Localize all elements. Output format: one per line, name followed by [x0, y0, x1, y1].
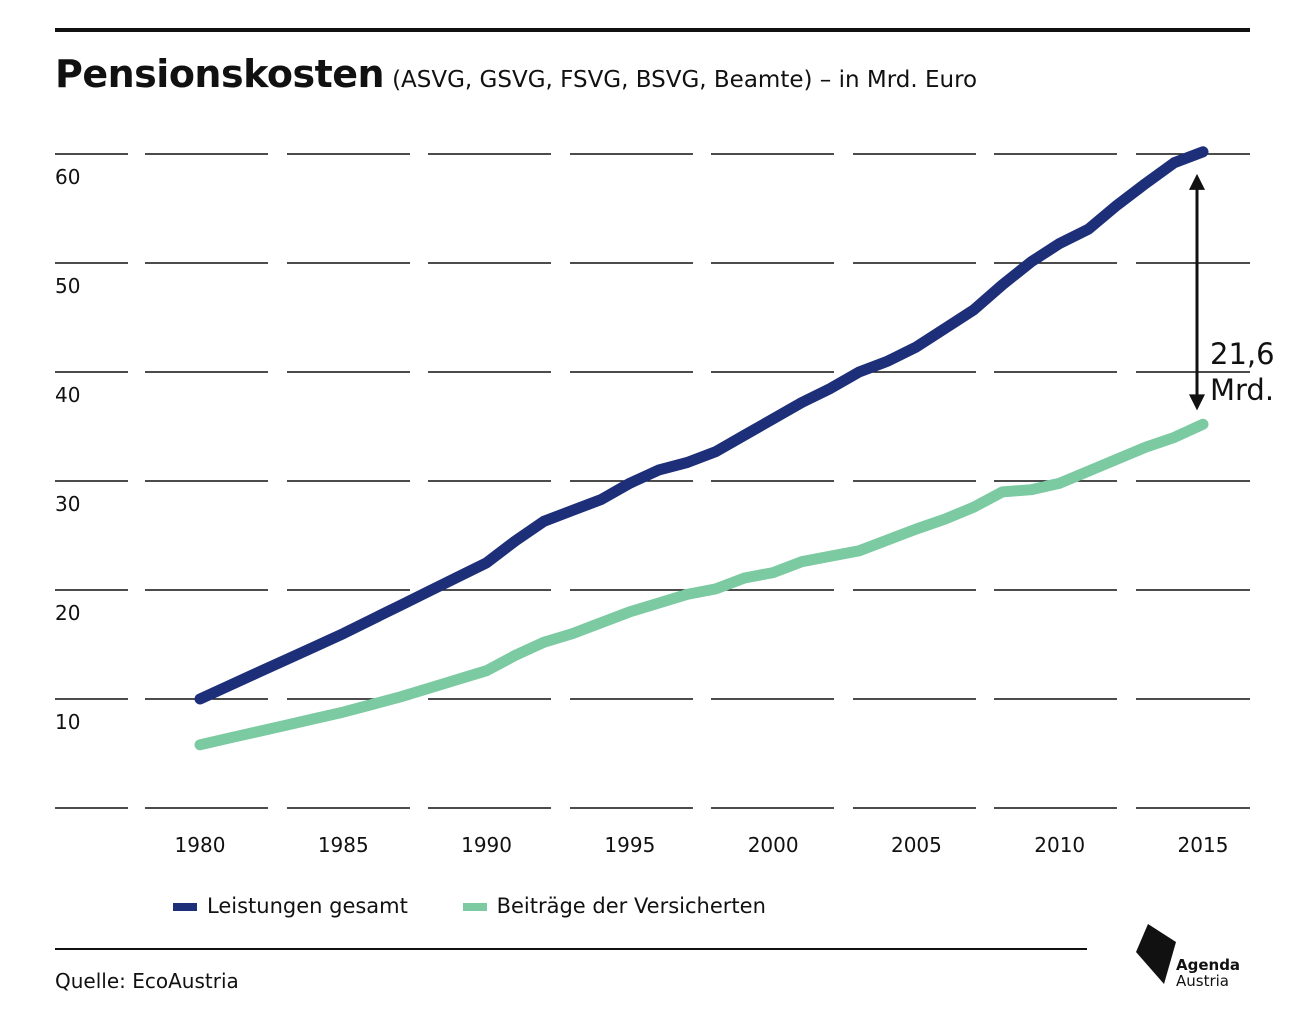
legend-item-beitraege: Beiträge der Versicherten [462, 894, 766, 918]
title-row: Pensionskosten (ASVG, GSVG, FSVG, BSVG, B… [55, 52, 977, 96]
y-tick-label: 50 [55, 274, 80, 298]
series-line-leistungen [194, 146, 1209, 705]
x-tick-label: 2015 [1178, 833, 1229, 857]
series-line-beitraege [194, 418, 1209, 751]
x-tick-label: 1995 [604, 833, 655, 857]
chart-title: Pensionskosten [55, 52, 385, 96]
logo-text-line1: Agenda [1176, 956, 1241, 974]
annotation-label-line1: 21,6 [1210, 337, 1275, 371]
top-rule [55, 28, 1250, 32]
y-tick-label: 40 [55, 383, 80, 407]
x-tick-label: 2010 [1034, 833, 1085, 857]
y-tick-label: 60 [55, 165, 80, 189]
legend: Leistungen gesamt Beiträge der Versicher… [173, 894, 814, 918]
chart-subtitle: (ASVG, GSVG, FSVG, BSVG, Beamte) – in Mr… [392, 67, 978, 93]
annotation-arrow-head-down-icon [1189, 394, 1205, 411]
x-tick-label: 1980 [175, 833, 226, 857]
annotation-label-line2: Mrd. [1210, 373, 1274, 407]
x-tick-label: 1990 [461, 833, 512, 857]
legend-item-leistungen: Leistungen gesamt [173, 894, 408, 918]
legend-swatch-beitraege [462, 903, 487, 911]
bottom-rule [55, 948, 1087, 950]
y-tick-label: 20 [55, 601, 80, 625]
y-tick-label: 30 [55, 492, 80, 516]
x-tick-label: 2005 [891, 833, 942, 857]
source-note: Quelle: EcoAustria [55, 969, 239, 993]
y-tick-label: 10 [55, 710, 80, 734]
logo-text-line2: Austria [1176, 972, 1229, 990]
x-tick-label: 2000 [748, 833, 799, 857]
legend-swatch-leistungen [173, 903, 197, 911]
agenda-austria-logo [1136, 924, 1176, 984]
logo-mark-icon [1136, 924, 1176, 984]
legend-label-beitraege: Beiträge der Versicherten [496, 894, 766, 918]
x-tick-label: 1985 [318, 833, 369, 857]
legend-label-leistungen: Leistungen gesamt [207, 894, 408, 918]
annotation-arrow-head-up-icon [1189, 173, 1205, 190]
